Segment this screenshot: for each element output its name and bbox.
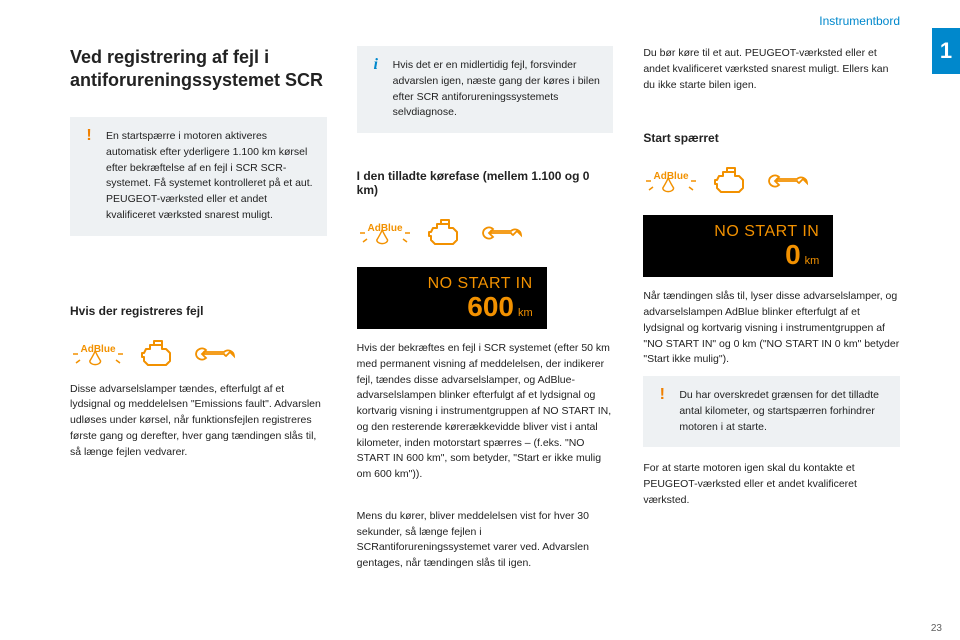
page-number: 23 <box>931 623 942 634</box>
column-2: i Hvis det er en midlertidig fejl, forsv… <box>357 46 614 572</box>
info-callout: i Hvis det er en midlertidig fejl, forsv… <box>357 46 614 133</box>
svg-text:AdBlue: AdBlue <box>367 223 402 234</box>
adblue-icon: AdBlue <box>70 338 126 370</box>
lcd-line-2: 600 km <box>371 293 533 321</box>
lcd-value: 0 <box>785 241 801 269</box>
info-icon: i <box>367 56 385 74</box>
body-text: Mens du kører, bliver meddelelsen vist f… <box>357 509 614 572</box>
body-text: For at starte motoren igen skal du konta… <box>643 461 900 508</box>
icon-row: AdBlue <box>70 338 327 370</box>
column-1: Ved registrering af fejl i antiforurenin… <box>70 46 327 572</box>
engine-icon <box>713 166 751 196</box>
page-title: Ved registrering af fejl i antiforurenin… <box>70 46 327 91</box>
warning-icon: ! <box>80 127 98 145</box>
adblue-icon: AdBlue <box>643 165 699 197</box>
svg-text:AdBlue: AdBlue <box>654 171 689 182</box>
adblue-icon: AdBlue <box>357 217 413 249</box>
lcd-unit: km <box>518 308 533 319</box>
columns: Ved registrering af fejl i antiforurenin… <box>70 46 900 572</box>
subheading: Start spærret <box>643 131 900 145</box>
body-text: Hvis der bekræftes en fejl i SCR systeme… <box>357 341 614 483</box>
engine-icon <box>140 339 178 369</box>
body-text: Disse advarselslamper tændes, efterfulgt… <box>70 382 327 461</box>
body-text: Du bør køre til et aut. PEUGEOT-værksted… <box>643 46 900 93</box>
wrench-icon <box>765 170 809 192</box>
engine-icon <box>427 218 465 248</box>
warning-text: Du har overskredet grænsen for det tilla… <box>679 388 888 435</box>
lcd-unit: km <box>805 256 820 267</box>
icon-row: AdBlue <box>357 217 614 249</box>
body-text: Når tændingen slås til, lyser disse adva… <box>643 289 900 368</box>
wrench-icon <box>192 343 236 365</box>
lcd-display: NO START IN 600 km <box>357 267 547 329</box>
wrench-icon <box>479 222 523 244</box>
page: Instrumentbord 1 23 Ved registrering af … <box>0 0 960 640</box>
subheading: I den tilladte kørefase (mellem 1.100 og… <box>357 169 614 197</box>
section-header: Instrumentbord <box>819 14 900 28</box>
lcd-value: 600 <box>467 293 514 321</box>
lcd-display: NO START IN 0 km <box>643 215 833 277</box>
subheading: Hvis der registreres fejl <box>70 304 327 318</box>
info-text: Hvis det er en midlertidig fejl, forsvin… <box>393 58 602 121</box>
chapter-tab: 1 <box>932 28 960 74</box>
warning-callout: ! En startspærre i motoren aktiveres aut… <box>70 117 327 236</box>
warning-icon: ! <box>653 386 671 404</box>
icon-row: AdBlue <box>643 165 900 197</box>
warning-callout: ! Du har overskredet grænsen for det til… <box>643 376 900 447</box>
column-3: Du bør køre til et aut. PEUGEOT-værksted… <box>643 46 900 572</box>
svg-text:AdBlue: AdBlue <box>81 344 116 355</box>
warning-text: En startspærre i motoren aktiveres autom… <box>106 129 315 224</box>
lcd-line-2: 0 km <box>657 241 819 269</box>
